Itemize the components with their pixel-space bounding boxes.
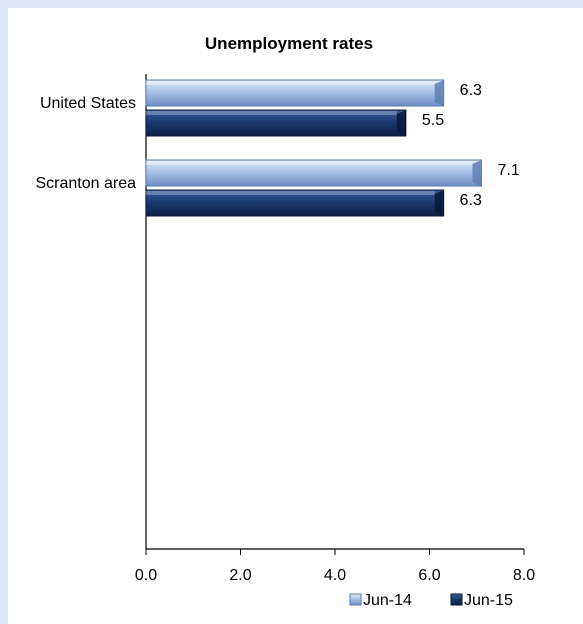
- chart-title: Unemployment rates: [205, 34, 373, 53]
- bar-Jun-15: [146, 190, 444, 216]
- x-tick-label: 2.0: [229, 567, 251, 584]
- x-tick-label: 6.0: [418, 567, 440, 584]
- data-label: 7.1: [497, 162, 519, 179]
- bar-highlight: [146, 191, 435, 195]
- legend-label: Jun-14: [363, 592, 412, 609]
- data-label: 6.3: [460, 82, 482, 99]
- axes: [145, 74, 524, 550]
- bar-end-bevel: [434, 190, 444, 216]
- bars: [145, 79, 482, 217]
- legend-label: Jun-15: [464, 592, 513, 609]
- bar-Jun-14: [146, 160, 482, 186]
- bar-highlight: [146, 161, 473, 165]
- bar-end-bevel: [434, 80, 444, 106]
- data-label: 5.5: [422, 112, 444, 129]
- data-labels: 6.3 5.5 7.1 6.3: [422, 82, 520, 209]
- legend-swatch: [450, 593, 463, 606]
- x-ticks: 0.0 2.0 4.0 6.0 8.0: [135, 549, 535, 584]
- category-labels: United States Scranton area: [35, 95, 136, 192]
- x-tick-label: 8.0: [513, 567, 535, 584]
- bar-end-bevel: [472, 160, 482, 186]
- x-tick-label: 4.0: [324, 567, 346, 584]
- category-label: Scranton area: [35, 175, 136, 192]
- legend: Jun-14 Jun-15: [349, 592, 513, 609]
- bar-end-bevel: [396, 110, 406, 136]
- data-label: 6.3: [460, 192, 482, 209]
- bar-highlight: [146, 81, 435, 85]
- bar-highlight: [146, 111, 397, 115]
- bar-Jun-15: [146, 110, 406, 136]
- x-tick-label: 0.0: [135, 567, 157, 584]
- bar-Jun-14: [146, 80, 444, 106]
- category-label: United States: [40, 95, 136, 112]
- chart-frame: Unemployment rates 6.3 5.5 7.1 6.3 United S…: [8, 8, 583, 624]
- legend-swatch: [349, 593, 362, 606]
- bar-chart: Unemployment rates 6.3 5.5 7.1 6.3 United S…: [35, 34, 535, 609]
